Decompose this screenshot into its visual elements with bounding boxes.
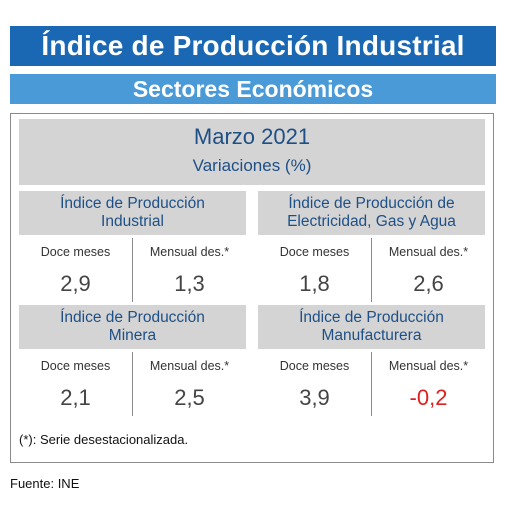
column-label: Doce meses (279, 359, 350, 373)
twelve-month-value: 1,8 (299, 271, 330, 296)
block-mining: Índice de Producción Minera Doce meses 2… (19, 305, 246, 416)
column-label: Mensual des.* (149, 359, 230, 373)
block-title: Índice de Producción Industrial (19, 191, 246, 235)
twelve-month-column: Doce meses 3,9 (258, 352, 371, 416)
monthly-column: Mensual des.* 2,6 (371, 238, 485, 302)
period-label: Marzo 2021 (193, 124, 311, 149)
monthly-column: Mensual des.* 2,5 (132, 352, 246, 416)
twelve-month-value: 2,1 (60, 385, 91, 410)
indicator-panel: Marzo 2021 Variaciones (%) Índice de Pro… (10, 113, 494, 463)
column-label: Doce meses (279, 245, 350, 259)
block-title-line: Electricidad, Gas y Agua (287, 213, 456, 230)
subtitle-banner: Sectores Económicos (10, 74, 496, 104)
twelve-month-value: 2,9 (60, 271, 91, 296)
monthly-column: Mensual des.* -0,2 (371, 352, 485, 416)
footnote: (*): Serie desestacionalizada. (19, 432, 189, 447)
column-label: Mensual des.* (388, 245, 469, 259)
block-industrial: Índice de Producción Industrial Doce mes… (19, 191, 246, 302)
twelve-month-column: Doce meses 2,1 (19, 352, 132, 416)
column-label: Doce meses (40, 359, 111, 373)
block-title: Índice de Producción Minera (19, 305, 246, 349)
panel-header: Marzo 2021 Variaciones (%) (19, 119, 485, 185)
page-title: Índice de Producción Industrial (41, 30, 465, 61)
block-electricity: Índice de Producción de Electricidad, Ga… (258, 191, 485, 302)
source-note: Fuente: INE (10, 476, 80, 491)
page-subtitle: Sectores Económicos (132, 75, 374, 102)
twelve-month-column: Doce meses 2,9 (19, 238, 132, 302)
block-title-line: Índice de Producción (60, 195, 205, 212)
column-label: Mensual des.* (388, 359, 469, 373)
monthly-column: Mensual des.* 1,3 (132, 238, 246, 302)
block-title-line: Índice de Producción (60, 309, 205, 326)
monthly-value: 1,3 (174, 271, 205, 296)
monthly-value: 2,5 (174, 385, 205, 410)
column-label: Doce meses (40, 245, 111, 259)
block-title: Índice de Producción de Electricidad, Ga… (258, 191, 485, 235)
units-label: Variaciones (%) (192, 156, 312, 175)
twelve-month-value: 3,9 (299, 385, 330, 410)
block-manufacturing: Índice de Producción Manufacturera Doce … (258, 305, 485, 416)
block-title-line: Manufacturera (321, 327, 422, 344)
main-title-banner: Índice de Producción Industrial (10, 26, 496, 66)
block-title-line: Índice de Producción de (288, 195, 455, 212)
monthly-value: 2,6 (413, 271, 444, 296)
twelve-month-column: Doce meses 1,8 (258, 238, 371, 302)
block-title-line: Industrial (101, 213, 164, 230)
block-title: Índice de Producción Manufacturera (258, 305, 485, 349)
block-title-line: Índice de Producción (299, 309, 444, 326)
column-label: Mensual des.* (149, 245, 230, 259)
block-title-line: Minera (108, 327, 157, 344)
monthly-value-negative: -0,2 (409, 385, 448, 410)
